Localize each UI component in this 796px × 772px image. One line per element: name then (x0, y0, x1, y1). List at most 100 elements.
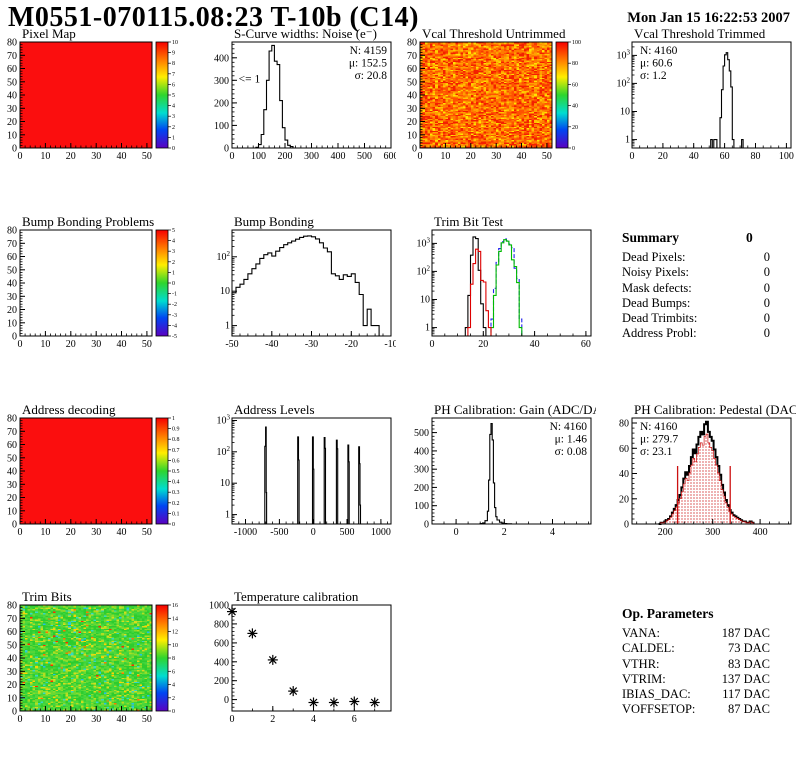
colorbar (155, 41, 169, 149)
colorbar-tick-label: 2 (172, 125, 175, 131)
x-tick-label: 600 (384, 151, 397, 162)
stat-line: μ: 279.7 (640, 434, 678, 446)
x-tick-label: 0 (18, 527, 23, 538)
x-tick-label: 40 (517, 151, 527, 162)
plot-frame (19, 604, 153, 712)
y-tick-label: 20 (7, 680, 17, 691)
op-parameter-row-value: 187 DAC (721, 626, 770, 640)
histogram-fill (658, 433, 754, 525)
op-parameter-row-label: VTRIM: (622, 671, 666, 686)
x-tick-label: 20 (478, 339, 488, 350)
op-parameter-row: VOFFSETOP: 87 DAC (622, 702, 770, 717)
bump-bonding-problems-map (20, 230, 152, 336)
y-tick-label: 10 (7, 130, 17, 141)
y-tick-label: 80 (7, 226, 17, 237)
x-tick-label: 50 (542, 151, 552, 162)
y-tick-label: 30 (7, 667, 17, 678)
summary-row-value: 0 (763, 311, 770, 326)
y-tick-label: 0 (12, 520, 17, 531)
y-tick-label: 103 (617, 48, 631, 61)
colorbar-tick-label: 0.6 (172, 458, 180, 464)
y-tick-label: 500 (414, 428, 429, 439)
colorbar-tick-label: 7 (172, 72, 175, 78)
colorbar (155, 604, 169, 712)
op-parameter-row-label: CALDEL: (622, 641, 675, 656)
plot-frame (231, 604, 392, 712)
histogram-line (465, 248, 492, 337)
y-tick-label: 20 (619, 494, 629, 505)
x-tick-label: 10 (40, 714, 50, 725)
colorbar-tick-label: 9 (172, 51, 175, 57)
op-parameter-row: IBIAS_DAC: 117 DAC (622, 687, 770, 702)
chart-title: Bump Bonding (234, 216, 314, 229)
annotation: <= 1 (239, 74, 261, 86)
summary-row-value: 0 (763, 326, 770, 341)
x-tick-label: -500 (270, 527, 288, 538)
x-tick-label: 20 (66, 151, 76, 162)
x-tick-label: 40 (530, 339, 540, 350)
y-tick-label: 400 (214, 53, 229, 64)
pixel-map: 0 10 20 30 40 50 0 10 20 30 40 50 60 70 80 0 1 2 3 4 5 6 7 8 9 10… (0, 28, 196, 173)
x-tick-label: 4 (550, 527, 555, 538)
y-tick-label: 800 (214, 619, 229, 630)
scurve-noise-svg: 0 100 200 300 400 500 600 0 100 200 300 400 N: 4159μ… (214, 28, 397, 162)
y-tick-label: 103 (217, 414, 231, 427)
y-tick-label: 600 (214, 638, 229, 649)
colorbar-tick-label: 1 (172, 416, 175, 422)
y-tick-label: 0 (412, 144, 417, 155)
y-tick-label: 10 (7, 318, 17, 329)
stat-line: μ: 60.6 (640, 58, 673, 70)
chart-title: Address Levels (234, 404, 315, 417)
histogram-line (232, 426, 391, 525)
summary-panel: Summary 0 Dead Pixels: 0 Noisy Pixels: 0 Mas… (622, 230, 770, 342)
y-tick-label: 40 (7, 279, 17, 290)
chart-title: Trim Bit Test (434, 216, 504, 229)
summary-rows: Dead Pixels: 0 Noisy Pixels: 0 Mask defects:… (622, 250, 770, 342)
y-tick-label: 50 (7, 453, 17, 464)
summary-total: 0 (746, 230, 753, 245)
y-tick-label: 102 (217, 445, 231, 458)
y-tick-label: 10 (7, 506, 17, 517)
y-tick-label: 0 (424, 520, 429, 531)
x-tick-label: 0 (230, 151, 235, 162)
colorbar-tick-label: 0 (172, 709, 175, 715)
y-tick-label: 60 (7, 440, 17, 451)
y-tick-label: 20 (407, 117, 417, 128)
y-tick-label: 10 (420, 295, 430, 306)
y-tick-label: 300 (414, 465, 429, 476)
x-tick-label: -30 (305, 339, 318, 350)
op-parameters-title: Op. Parameters (622, 606, 714, 621)
address-decoding-map (20, 418, 152, 524)
x-tick-label: 40 (117, 527, 127, 538)
op-parameter-row-value: 73 DAC (727, 641, 770, 656)
y-tick-label: 0 (224, 144, 229, 155)
y-tick-label: 10 (620, 107, 630, 118)
y-tick-label: 0 (12, 144, 17, 155)
plot-frame (231, 417, 392, 525)
x-tick-label: -40 (265, 339, 278, 350)
y-tick-label: 70 (407, 51, 417, 62)
plot-frame (419, 41, 553, 149)
bump-bonding-problems: 0 10 20 30 40 50 0 10 20 30 40 50 60 70 80 -5 -4 -3 -2 -1 0 1… (0, 216, 196, 361)
y-tick-label: 40 (7, 91, 17, 102)
y-tick-label: 103 (417, 236, 431, 249)
x-tick-label: 200 (658, 527, 673, 538)
colorbar-tick-label: 5 (172, 228, 175, 234)
y-tick-label: 70 (7, 51, 17, 62)
y-tick-label: 102 (417, 264, 431, 277)
colorbar-tick-label: 2 (172, 696, 175, 702)
summary-row-label: Noisy Pixels: (622, 265, 690, 280)
x-tick-label: 30 (91, 339, 101, 350)
chart-title: PH Calibration: Pedestal (DAC) (634, 404, 796, 417)
summary-row-value: 0 (763, 295, 770, 310)
colorbar-tick-label: -2 (172, 302, 177, 308)
y-tick-label: 80 (407, 38, 417, 49)
colorbar-tick-label: 1 (172, 135, 175, 141)
x-tick-label: 30 (91, 527, 101, 538)
colorbar-tick-label: 10 (172, 643, 178, 649)
y-tick-label: 50 (7, 640, 17, 651)
trim-bits-map (20, 605, 152, 711)
